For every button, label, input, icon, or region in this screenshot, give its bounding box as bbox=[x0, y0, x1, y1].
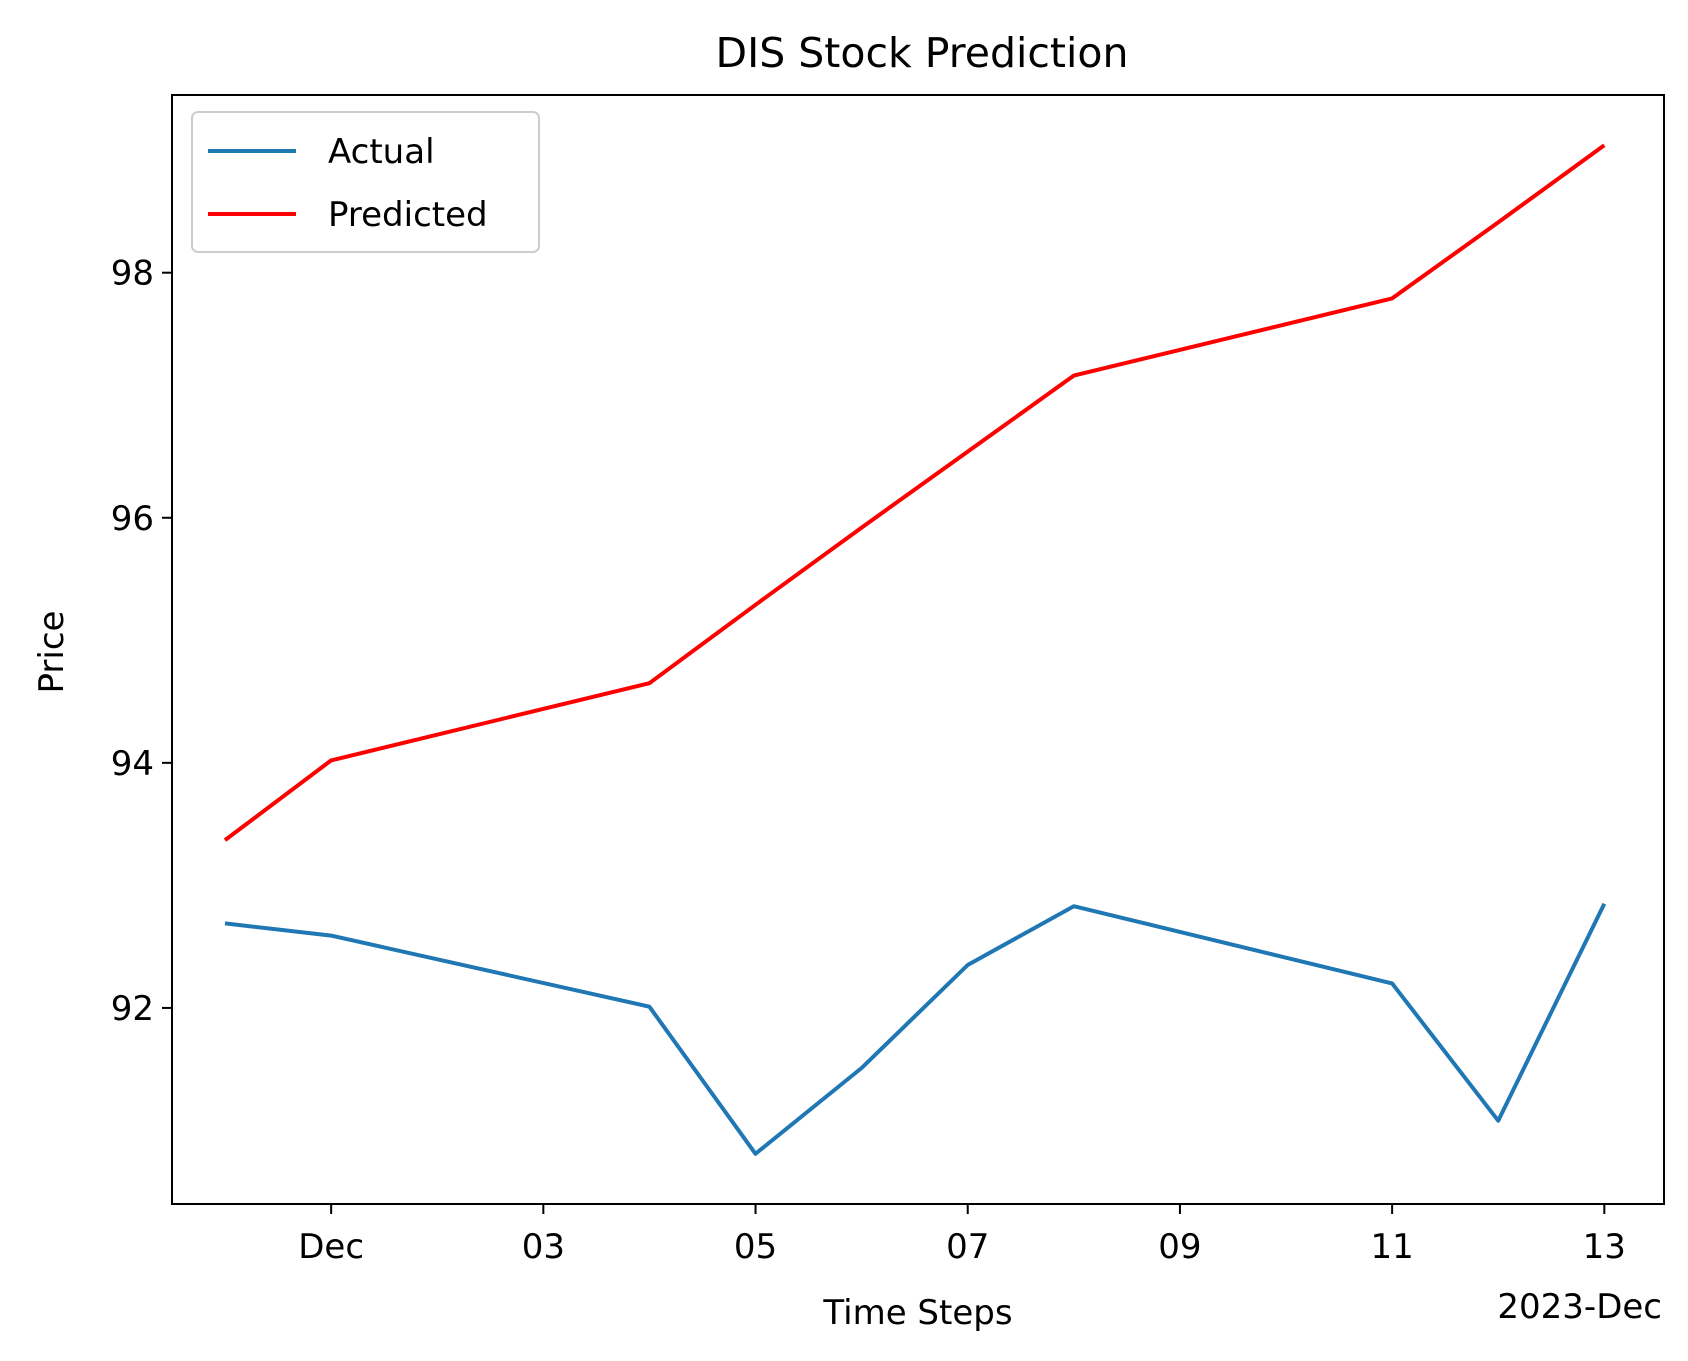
x-tick-label: 11 bbox=[1370, 1227, 1413, 1267]
legend-label-actual: Actual bbox=[328, 132, 435, 172]
series-line-actual bbox=[224, 902, 1607, 1156]
x-tick-label: Dec bbox=[298, 1227, 364, 1267]
y-tick-label: 96 bbox=[111, 499, 154, 539]
x-tick-label: 05 bbox=[734, 1227, 777, 1267]
x-tick-label: 09 bbox=[1158, 1227, 1201, 1267]
y-tick-label: 92 bbox=[111, 989, 154, 1029]
x-axis-label: Time Steps bbox=[822, 1293, 1012, 1333]
legend-label-predicted: Predicted bbox=[328, 195, 488, 235]
series-line-predicted bbox=[223, 143, 1606, 842]
y-axis-ticks: 92 94 96 98 bbox=[111, 254, 172, 1029]
chart-title: DIS Stock Prediction bbox=[716, 29, 1129, 77]
plot-frame bbox=[171, 94, 1665, 1205]
x-tick-label: 07 bbox=[946, 1227, 989, 1267]
y-tick-label: 94 bbox=[111, 744, 154, 784]
x-tick-label: 03 bbox=[522, 1227, 565, 1267]
legend: Actual Predicted bbox=[191, 111, 540, 253]
x-axis-ticks: Dec 03 05 07 09 11 13 bbox=[298, 1204, 1626, 1267]
y-tick-label: 98 bbox=[111, 254, 154, 294]
series-layer bbox=[223, 143, 1607, 1156]
x-tick-label: 13 bbox=[1583, 1227, 1626, 1267]
y-axis-label: Price bbox=[32, 611, 72, 694]
x-axis-offset-label: 2023-Dec bbox=[1497, 1287, 1662, 1327]
legend-box bbox=[191, 111, 540, 253]
